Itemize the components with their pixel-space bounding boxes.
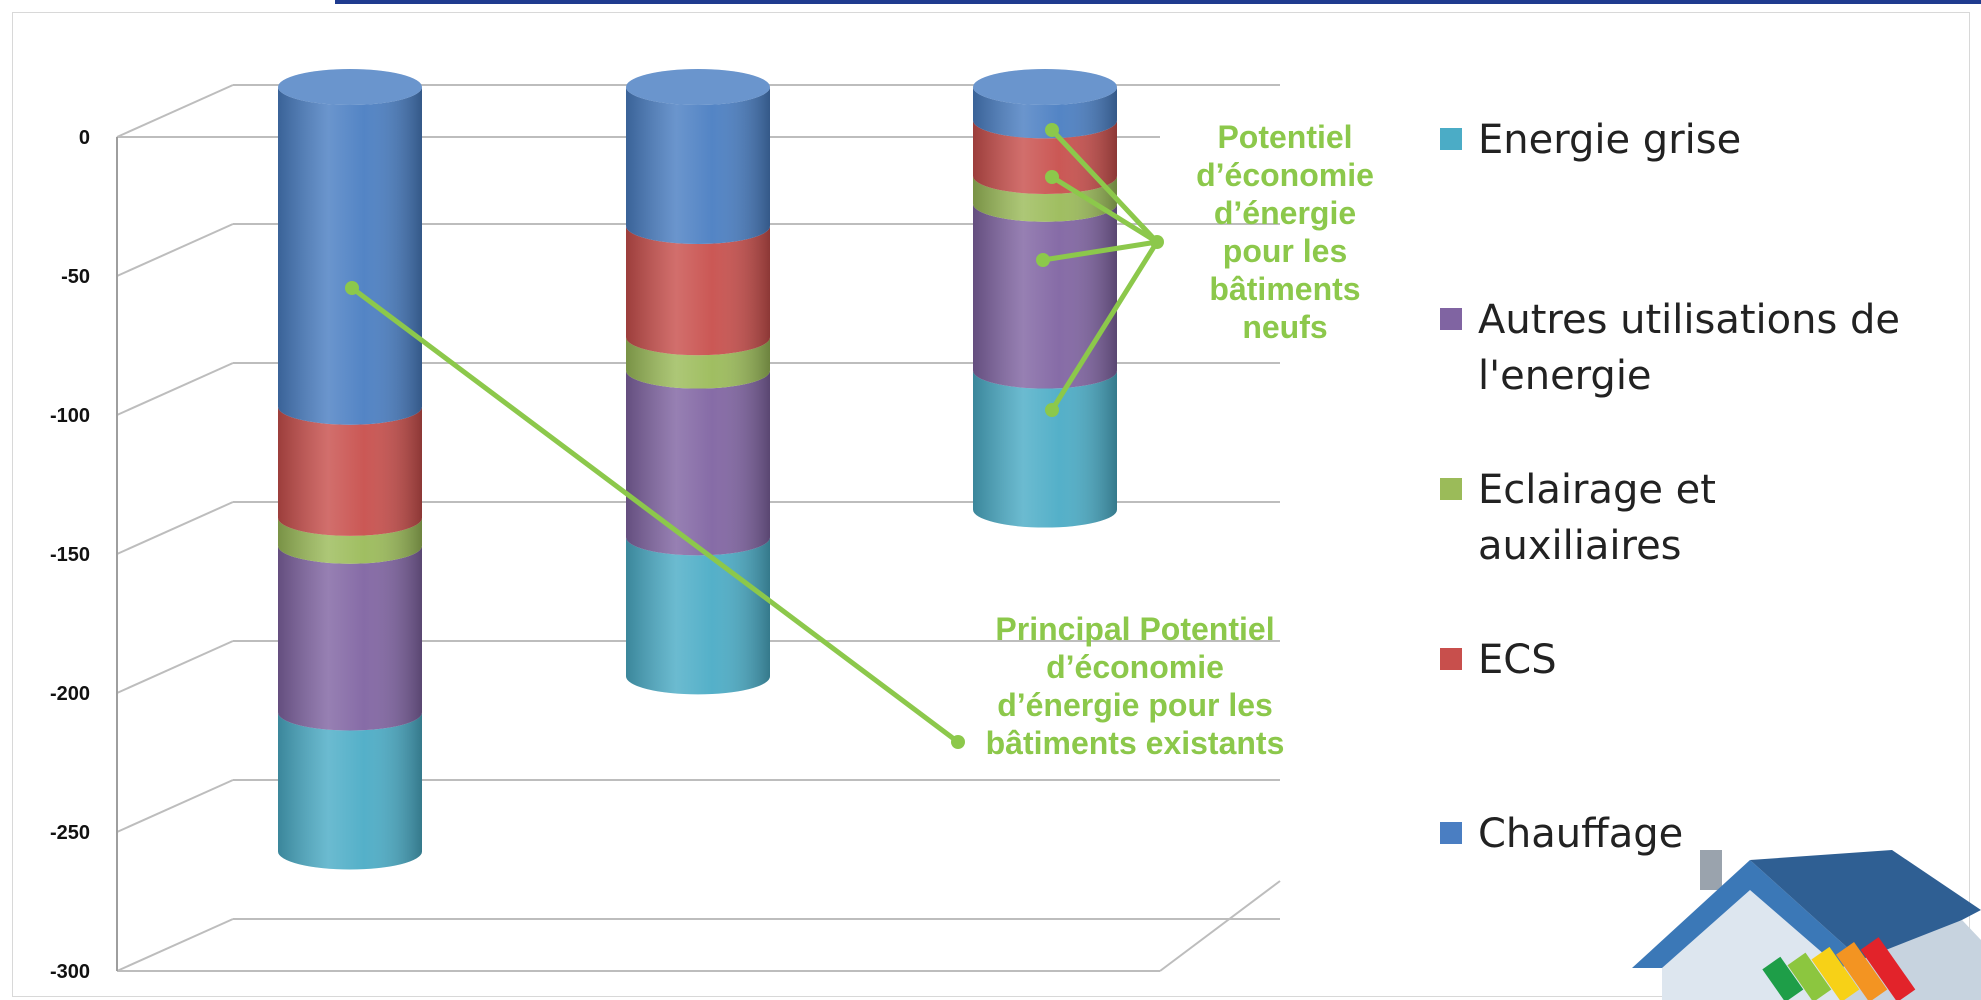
y-tick-label: -300: [50, 961, 90, 983]
leader-line-new-buildings: [1049, 127, 1160, 245]
legend-label: Autres utilisations de l'energie: [1478, 297, 1901, 399]
leader-line-new-buildings: [1049, 174, 1160, 245]
leader-dot: [1036, 253, 1050, 267]
energy-label-house-icon: [1632, 850, 1981, 1000]
top-accent-bar: [335, 0, 1981, 4]
bar-top-cap-highlight: [278, 69, 422, 105]
bar-segment-shading: [278, 712, 422, 870]
legend-item-ecs: ECS: [1440, 632, 1918, 688]
legend-label: Chauffage: [1478, 811, 1684, 857]
y-tick-label: -200: [50, 683, 90, 705]
legend-item-chauffage: Chauffage: [1440, 806, 1918, 862]
legend-item-autres: Autres utilisations de l'energie: [1440, 292, 1918, 404]
bar-segment-shading: [973, 203, 1117, 389]
annotation-existing-buildings: Principal Potentiel d’économie d’énergie…: [985, 611, 1285, 761]
bar-segment-shading: [973, 87, 1117, 139]
legend-swatch: [1440, 478, 1462, 500]
y-tick-label: 0: [79, 127, 90, 149]
bar-segment-shading: [626, 370, 770, 556]
leader-dot: [1045, 403, 1059, 417]
y-tick-label: -100: [50, 405, 90, 427]
legend-item-energie-grise: Energie grise: [1440, 112, 1918, 168]
bars: [278, 69, 1117, 870]
y-tick-label: -50: [61, 266, 90, 288]
bar-segment-shading: [973, 120, 1117, 194]
gridline-depth: [116, 779, 234, 833]
floor-right-edge: [1159, 880, 1281, 972]
bar-segment-shading: [626, 226, 770, 356]
leader-dot: [1045, 123, 1059, 137]
bar-top-cap: [278, 69, 422, 105]
gridline-depth: [116, 918, 234, 972]
leader-dot: [1045, 170, 1059, 184]
bar-segment-shading: [626, 537, 770, 695]
bar-segment-shading: [278, 406, 422, 536]
legend-label: Eclairage et auxiliaires: [1478, 467, 1716, 569]
bar-segment-shading: [973, 175, 1117, 222]
gridline-depth: [116, 501, 234, 555]
leader-hub-dot: [1150, 235, 1164, 249]
leader-line-new-buildings: [1049, 239, 1160, 413]
legend-item-eclairage: Eclairage et auxiliaires: [1440, 462, 1918, 574]
leader-dot: [345, 281, 359, 295]
legend-swatch: [1440, 308, 1462, 330]
leader-line-existing-buildings: [349, 285, 961, 745]
leader-dot: [951, 735, 965, 749]
legend-swatch: [1440, 128, 1462, 150]
annotation-new-buildings: Potentiel d’économie d’énergie pour les …: [1196, 119, 1374, 345]
bar-segment-shading: [626, 87, 770, 244]
bar-top-cap: [973, 69, 1117, 105]
bar-top-cap-highlight: [973, 69, 1117, 105]
bar-segment-shading: [278, 517, 422, 564]
bar-segment-shading: [626, 337, 770, 389]
annotation-leaders: [345, 123, 1164, 749]
gridline-depth: [116, 640, 234, 694]
leader-line-new-buildings: [1040, 239, 1160, 263]
bar-top-cap-highlight: [626, 69, 770, 105]
legend-swatch: [1440, 648, 1462, 670]
bar-segment-shading: [973, 370, 1117, 528]
bar-segment-shading: [278, 545, 422, 731]
bar-segment-shading: [278, 87, 422, 425]
y-tick-label: -250: [50, 822, 90, 844]
legend-label: ECS: [1478, 637, 1557, 683]
bar-top-cap: [626, 69, 770, 105]
gridline-depth: [116, 84, 234, 138]
gridline-depth: [116, 223, 234, 277]
legend-swatch: [1440, 822, 1462, 844]
y-tick-label: -150: [50, 544, 90, 566]
legend-label: Energie grise: [1478, 117, 1742, 163]
chart-frame: [12, 12, 1970, 997]
gridline-depth: [116, 362, 234, 416]
y-axis: 0 -50 -100 -150 -200 -250 -300: [50, 127, 118, 983]
